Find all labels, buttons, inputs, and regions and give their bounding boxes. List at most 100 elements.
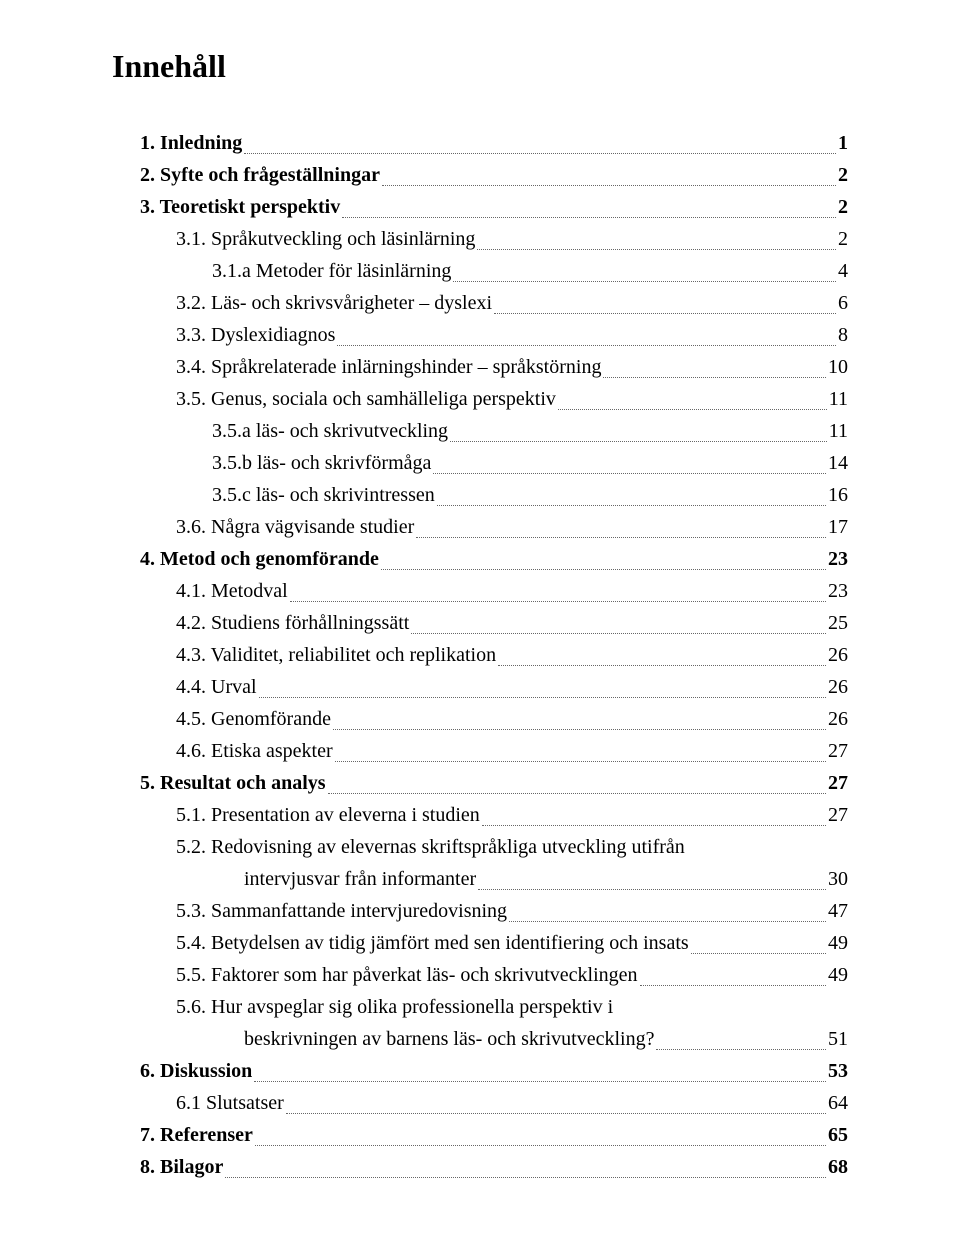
toc-leader: [482, 825, 826, 826]
toc-leader: [477, 249, 836, 250]
toc-leader: [342, 217, 836, 218]
toc-entry-page: 11: [829, 415, 848, 447]
toc-entry-label: 5.1. Presentation av eleverna i studien: [176, 799, 480, 831]
toc-entry-continuation: intervjusvar från informanter 30: [112, 863, 848, 895]
toc-entry: 6.1 Slutsatser 64: [112, 1087, 848, 1119]
toc-entry: 3. Teoretiskt perspektiv 2: [112, 191, 848, 223]
toc-entry: 4.4. Urval 26: [112, 671, 848, 703]
toc-leader: [337, 345, 836, 346]
toc-entry: 4.2. Studiens förhållningssätt 25: [112, 607, 848, 639]
toc-entry: 7. Referenser 65: [112, 1119, 848, 1151]
toc-leader: [558, 409, 827, 410]
toc-entry-label: 7. Referenser: [140, 1119, 253, 1151]
toc-entry-label: 8. Bilagor: [140, 1151, 223, 1183]
toc-leader: [498, 665, 826, 666]
toc-entry: 3.5.c läs- och skrivintressen 16: [112, 479, 848, 511]
toc-leader: [335, 761, 826, 762]
toc-entry-label: beskrivningen av barnens läs- och skrivu…: [244, 1023, 654, 1055]
toc-leader: [453, 281, 836, 282]
toc-entry-label: 2. Syfte och frågeställningar: [140, 159, 380, 191]
toc-leader: [691, 953, 826, 954]
toc-entry-page: 27: [828, 735, 848, 767]
toc-entry-page: 16: [828, 479, 848, 511]
toc-entry-label: 4.6. Etiska aspekter: [176, 735, 333, 767]
toc-entry: 5.6. Hur avspeglar sig olika professione…: [112, 991, 848, 1023]
toc-entry-label: 3. Teoretiskt perspektiv: [140, 191, 340, 223]
toc-entry-page: 23: [828, 543, 848, 575]
toc-entry-page: 47: [828, 895, 848, 927]
toc-leader: [411, 633, 826, 634]
toc-entry-label: 3.3. Dyslexidiagnos: [176, 319, 335, 351]
toc-entry-page: 23: [828, 575, 848, 607]
toc-entry-page: 14: [828, 447, 848, 479]
toc-entry-label: 4.1. Metodval: [176, 575, 288, 607]
toc-entry-label: 1. Inledning: [140, 127, 242, 159]
toc-entry: 4.3. Validitet, reliabilitet och replika…: [112, 639, 848, 671]
toc-entry-label: intervjusvar från informanter: [244, 863, 476, 895]
document-page: Innehåll 1. Inledning12. Syfte och fråge…: [0, 0, 960, 1247]
toc-entry-label: 3.5.c läs- och skrivintressen: [212, 479, 435, 511]
toc-entry-page: 65: [828, 1119, 848, 1151]
toc-entry-page: 17: [828, 511, 848, 543]
toc-entry: 4.5. Genomförande26: [112, 703, 848, 735]
toc-entry: 5.5. Faktorer som har påverkat läs- och …: [112, 959, 848, 991]
toc-entry: 4.1. Metodval 23: [112, 575, 848, 607]
toc-entry-page: 1: [838, 127, 848, 159]
toc-entry-label: 5. Resultat och analys: [140, 767, 326, 799]
toc-entry-page: 8: [838, 319, 848, 351]
table-of-contents: 1. Inledning12. Syfte och frågeställning…: [112, 127, 848, 1183]
toc-entry: 3.5.b läs- och skrivförmåga14: [112, 447, 848, 479]
toc-entry-label: 3.5.a läs- och skrivutveckling: [212, 415, 448, 447]
toc-leader: [437, 505, 826, 506]
toc-leader: [333, 729, 826, 730]
toc-leader: [450, 441, 827, 442]
toc-entry-label: 5.5. Faktorer som har påverkat läs- och …: [176, 959, 638, 991]
toc-leader: [328, 793, 826, 794]
toc-entry: 3.5. Genus, sociala och samhälleliga per…: [112, 383, 848, 415]
toc-entry-page: 30: [828, 863, 848, 895]
toc-entry-page: 2: [838, 191, 848, 223]
toc-leader: [254, 1081, 826, 1082]
toc-leader: [255, 1145, 826, 1146]
toc-entry-page: 26: [828, 639, 848, 671]
toc-entry: 5.4. Betydelsen av tidig jämfört med sen…: [112, 927, 848, 959]
toc-entry: 5.1. Presentation av eleverna i studien2…: [112, 799, 848, 831]
toc-entry-label: 3.1. Språkutveckling och läsinlärning: [176, 223, 475, 255]
toc-entry: 8. Bilagor 68: [112, 1151, 848, 1183]
toc-entry-page: 26: [828, 671, 848, 703]
toc-entry: 5. Resultat och analys27: [112, 767, 848, 799]
toc-leader: [433, 473, 826, 474]
toc-entry-page: 6: [838, 287, 848, 319]
toc-leader: [603, 377, 826, 378]
toc-entry-label: 6.1 Slutsatser: [176, 1087, 284, 1119]
toc-entry: 3.1. Språkutveckling och läsinlärning2: [112, 223, 848, 255]
toc-leader: [225, 1177, 826, 1178]
toc-leader: [381, 569, 826, 570]
toc-entry-page: 68: [828, 1151, 848, 1183]
toc-leader: [656, 1049, 826, 1050]
toc-leader: [259, 697, 826, 698]
toc-entry-label: 3.4. Språkrelaterade inlärningshinder – …: [176, 351, 601, 383]
toc-entry-label: 4.4. Urval: [176, 671, 257, 703]
toc-entry-page: 51: [828, 1023, 848, 1055]
toc-leader: [290, 601, 826, 602]
toc-entry: 3.2. Läs- och skrivsvårigheter – dyslexi…: [112, 287, 848, 319]
toc-entry-continuation: beskrivningen av barnens läs- och skrivu…: [112, 1023, 848, 1055]
toc-entry-page: 4: [838, 255, 848, 287]
toc-leader: [494, 313, 836, 314]
toc-entry: 2. Syfte och frågeställningar 2: [112, 159, 848, 191]
toc-entry-page: 10: [828, 351, 848, 383]
toc-entry-label: 4.2. Studiens förhållningssätt: [176, 607, 409, 639]
toc-leader: [286, 1113, 826, 1114]
toc-entry-label: 4. Metod och genomförande: [140, 543, 379, 575]
toc-entry-page: 64: [828, 1087, 848, 1119]
toc-entry-label: 4.5. Genomförande: [176, 703, 331, 735]
toc-entry: 6. Diskussion53: [112, 1055, 848, 1087]
toc-leader: [244, 153, 836, 154]
toc-entry-label: 3.6. Några vägvisande studier: [176, 511, 414, 543]
toc-entry-label: 5.2. Redovisning av elevernas skriftsprå…: [176, 831, 685, 863]
toc-entry-page: 25: [828, 607, 848, 639]
toc-entry: 4. Metod och genomförande 23: [112, 543, 848, 575]
toc-entry-label: 4.3. Validitet, reliabilitet och replika…: [176, 639, 496, 671]
toc-entry-page: 2: [838, 159, 848, 191]
